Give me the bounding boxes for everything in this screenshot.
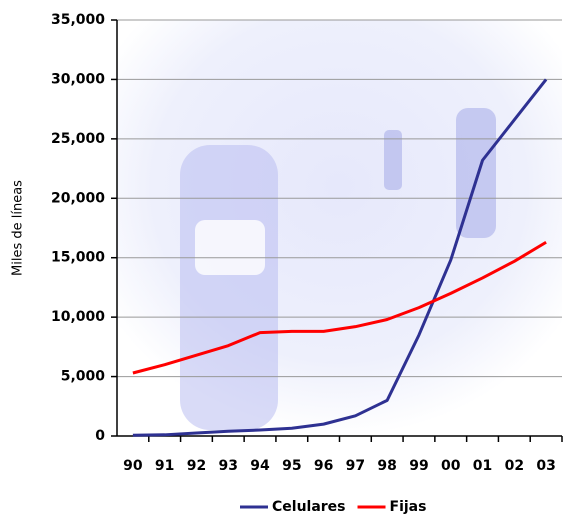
- x-tick-label: 92: [187, 458, 206, 474]
- x-tick-label: 93: [219, 458, 238, 474]
- x-tick-label: 98: [377, 458, 396, 474]
- y-tick-label: 25,000: [51, 131, 105, 147]
- x-tick-label: 02: [505, 458, 524, 474]
- y-tick-label: 35,000: [51, 12, 105, 28]
- phone-decoration: [180, 145, 278, 430]
- x-tick-label: 95: [282, 458, 301, 474]
- y-axis-label: Miles de líneas: [11, 180, 26, 276]
- x-tick-label: 00: [441, 458, 461, 474]
- phone-decoration: [456, 108, 496, 238]
- x-tick-label: 94: [250, 458, 270, 474]
- x-tick-label: 97: [346, 458, 365, 474]
- y-tick-label: 20,000: [51, 190, 105, 206]
- x-tick-label: 03: [536, 458, 555, 474]
- data-line: [132, 240, 547, 375]
- x-tick-label: 91: [155, 458, 174, 474]
- y-tick-label: 30,000: [51, 71, 105, 87]
- phone-decoration: [384, 130, 402, 190]
- x-tick-label: 96: [314, 458, 333, 474]
- y-tick-label: 0: [95, 428, 105, 444]
- legend-label: Celulares: [272, 499, 346, 515]
- y-tick-label: 15,000: [51, 250, 105, 266]
- data-line: [132, 78, 548, 437]
- legend-label: Fijas: [390, 499, 427, 515]
- x-tick-label: 90: [123, 458, 143, 474]
- x-tick-label: 99: [409, 458, 428, 474]
- phone-screen-decoration: [195, 220, 265, 275]
- y-tick-label: 5,000: [61, 369, 106, 385]
- y-tick-label: 10,000: [51, 309, 105, 325]
- x-tick-label: 01: [473, 458, 492, 474]
